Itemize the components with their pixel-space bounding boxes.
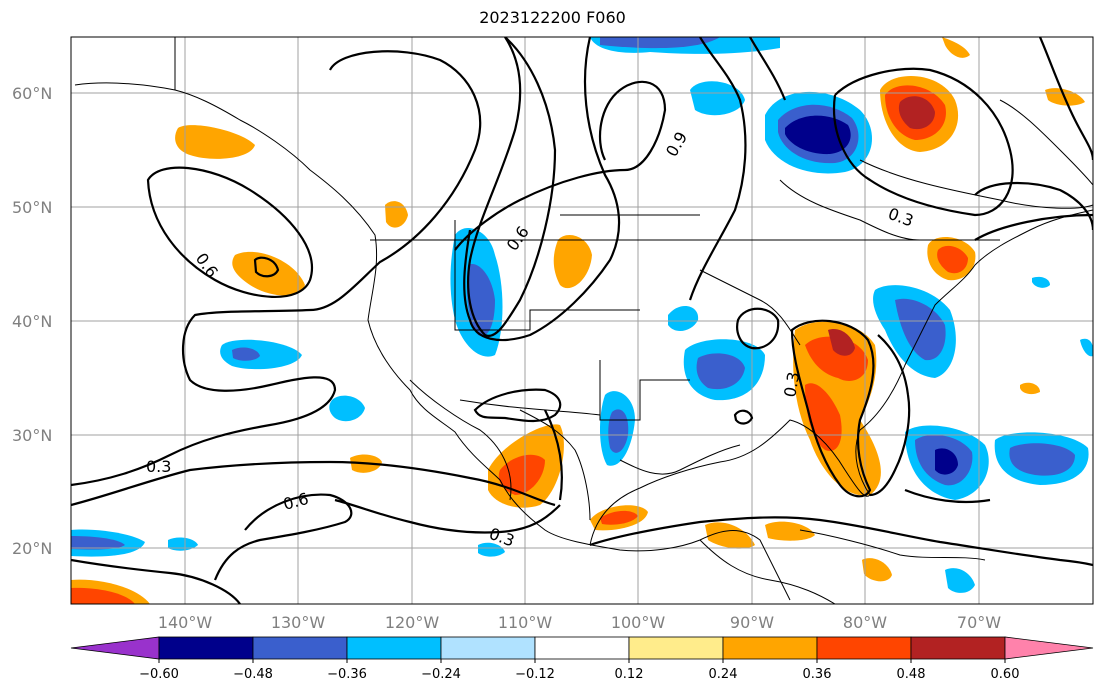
colorbar: −0.60 −0.48 −0.36 −0.24 −0.12 0.12 0.24 0.36 0.4… <box>70 636 1094 682</box>
lon-label: 80°W <box>843 613 887 632</box>
contour-label: 0.3 <box>780 370 803 398</box>
colorbar-extend-low <box>70 636 160 660</box>
lon-label: 90°W <box>730 613 774 632</box>
colorbar-segment <box>440 636 536 660</box>
colorbar-tick-label: 0.12 <box>615 667 644 682</box>
colorbar-segment <box>816 636 912 660</box>
colorbar-tick-label: 0.60 <box>991 667 1020 682</box>
lat-label: 20°N <box>12 539 52 558</box>
lon-label: 110°W <box>498 613 553 632</box>
contour-label: 0.3 <box>146 457 171 476</box>
colorbar-segment <box>534 636 630 660</box>
lon-label: 70°W <box>957 613 1001 632</box>
colorbar-tick-label: 0.24 <box>709 667 738 682</box>
colorbar-tick-label: −0.48 <box>233 667 273 682</box>
colorbar-segment <box>252 636 348 660</box>
lat-label: 50°N <box>12 198 52 217</box>
colorbar-extend-high <box>1004 636 1094 660</box>
lat-label: 60°N <box>12 84 52 103</box>
colorbar-segment <box>910 636 1006 660</box>
lon-label: 120°W <box>385 613 440 632</box>
lat-label-group: 60°N 50°N 40°N 30°N 20°N <box>12 84 52 558</box>
lon-label: 130°W <box>271 613 326 632</box>
colorbar-tick-label: −0.36 <box>327 667 367 682</box>
colorbar-tick-label: −0.12 <box>515 667 555 682</box>
colorbar-tick-label: −0.60 <box>139 667 179 682</box>
lon-label: 100°W <box>611 613 666 632</box>
colorbar-tick-label: −0.24 <box>421 667 461 682</box>
colorbar-tick-label: 0.48 <box>897 667 926 682</box>
colorbar-segment <box>628 636 724 660</box>
graticule <box>71 37 1093 604</box>
lon-label-group: 140°W 130°W 120°W 110°W 100°W 90°W 80°W … <box>158 613 1001 632</box>
map-title: 2023122200 F060 <box>479 8 626 27</box>
colorbar-tick-label: 0.36 <box>803 667 832 682</box>
colorbar-segment <box>158 636 254 660</box>
colorbar-segment <box>346 636 442 660</box>
shaded-anomalies <box>71 37 1093 604</box>
colorbar-segment <box>722 636 818 660</box>
map-frame <box>70 36 1094 605</box>
contour-lines <box>71 37 1093 604</box>
lat-label: 40°N <box>12 312 52 331</box>
lon-label: 140°W <box>158 613 213 632</box>
lat-label: 30°N <box>12 426 52 445</box>
